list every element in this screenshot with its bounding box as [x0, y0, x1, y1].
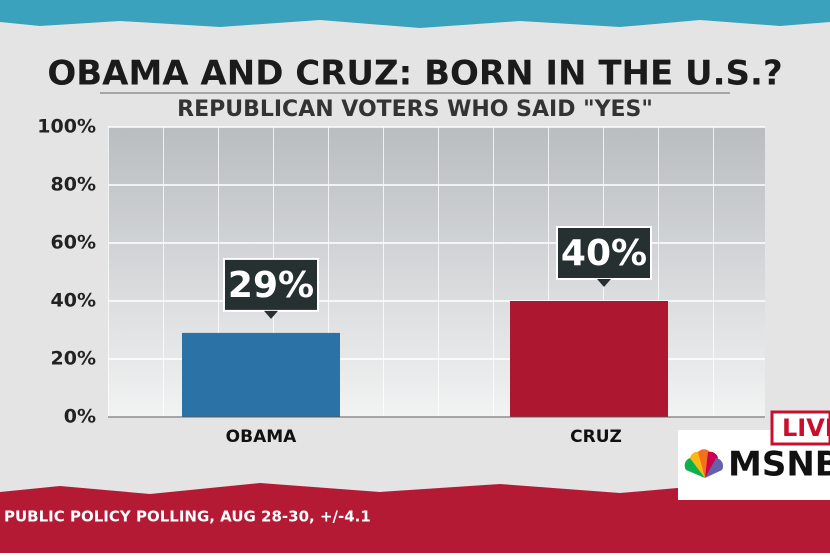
live-box	[770, 410, 830, 446]
value-label: 29%	[228, 265, 314, 306]
y-tick-label: 40%	[51, 290, 96, 312]
y-tick-label: 80%	[51, 174, 96, 196]
bottom-strip	[0, 483, 830, 553]
value-label: 40%	[561, 233, 647, 274]
chart-subtitle: REPUBLICAN VOTERS WHO SAID "YES"	[177, 97, 653, 122]
x-tick-label: CRUZ	[570, 427, 622, 447]
value-label-pointer	[264, 310, 278, 319]
network-logo: MSNBC	[728, 445, 830, 485]
y-tick-label: 0%	[64, 406, 96, 428]
live-badge: LIVE	[782, 414, 830, 442]
value-label-box	[556, 226, 652, 280]
y-tick-label: 20%	[51, 348, 96, 370]
bar	[182, 332, 340, 417]
bar	[510, 301, 668, 417]
chart-title: OBAMA AND CRUZ: BORN IN THE U.S.?	[47, 54, 782, 94]
top-strip	[0, 0, 830, 28]
value-label-pointer	[597, 279, 611, 287]
y-tick-label: 60%	[51, 232, 96, 254]
y-tick-label: 100%	[37, 116, 96, 138]
peacock	[684, 449, 724, 478]
value-label-box	[223, 257, 319, 312]
x-tick-label: OBAMA	[226, 427, 297, 447]
source: PUBLIC POLICY POLLING, AUG 28-30, +/-4.1	[4, 508, 371, 526]
